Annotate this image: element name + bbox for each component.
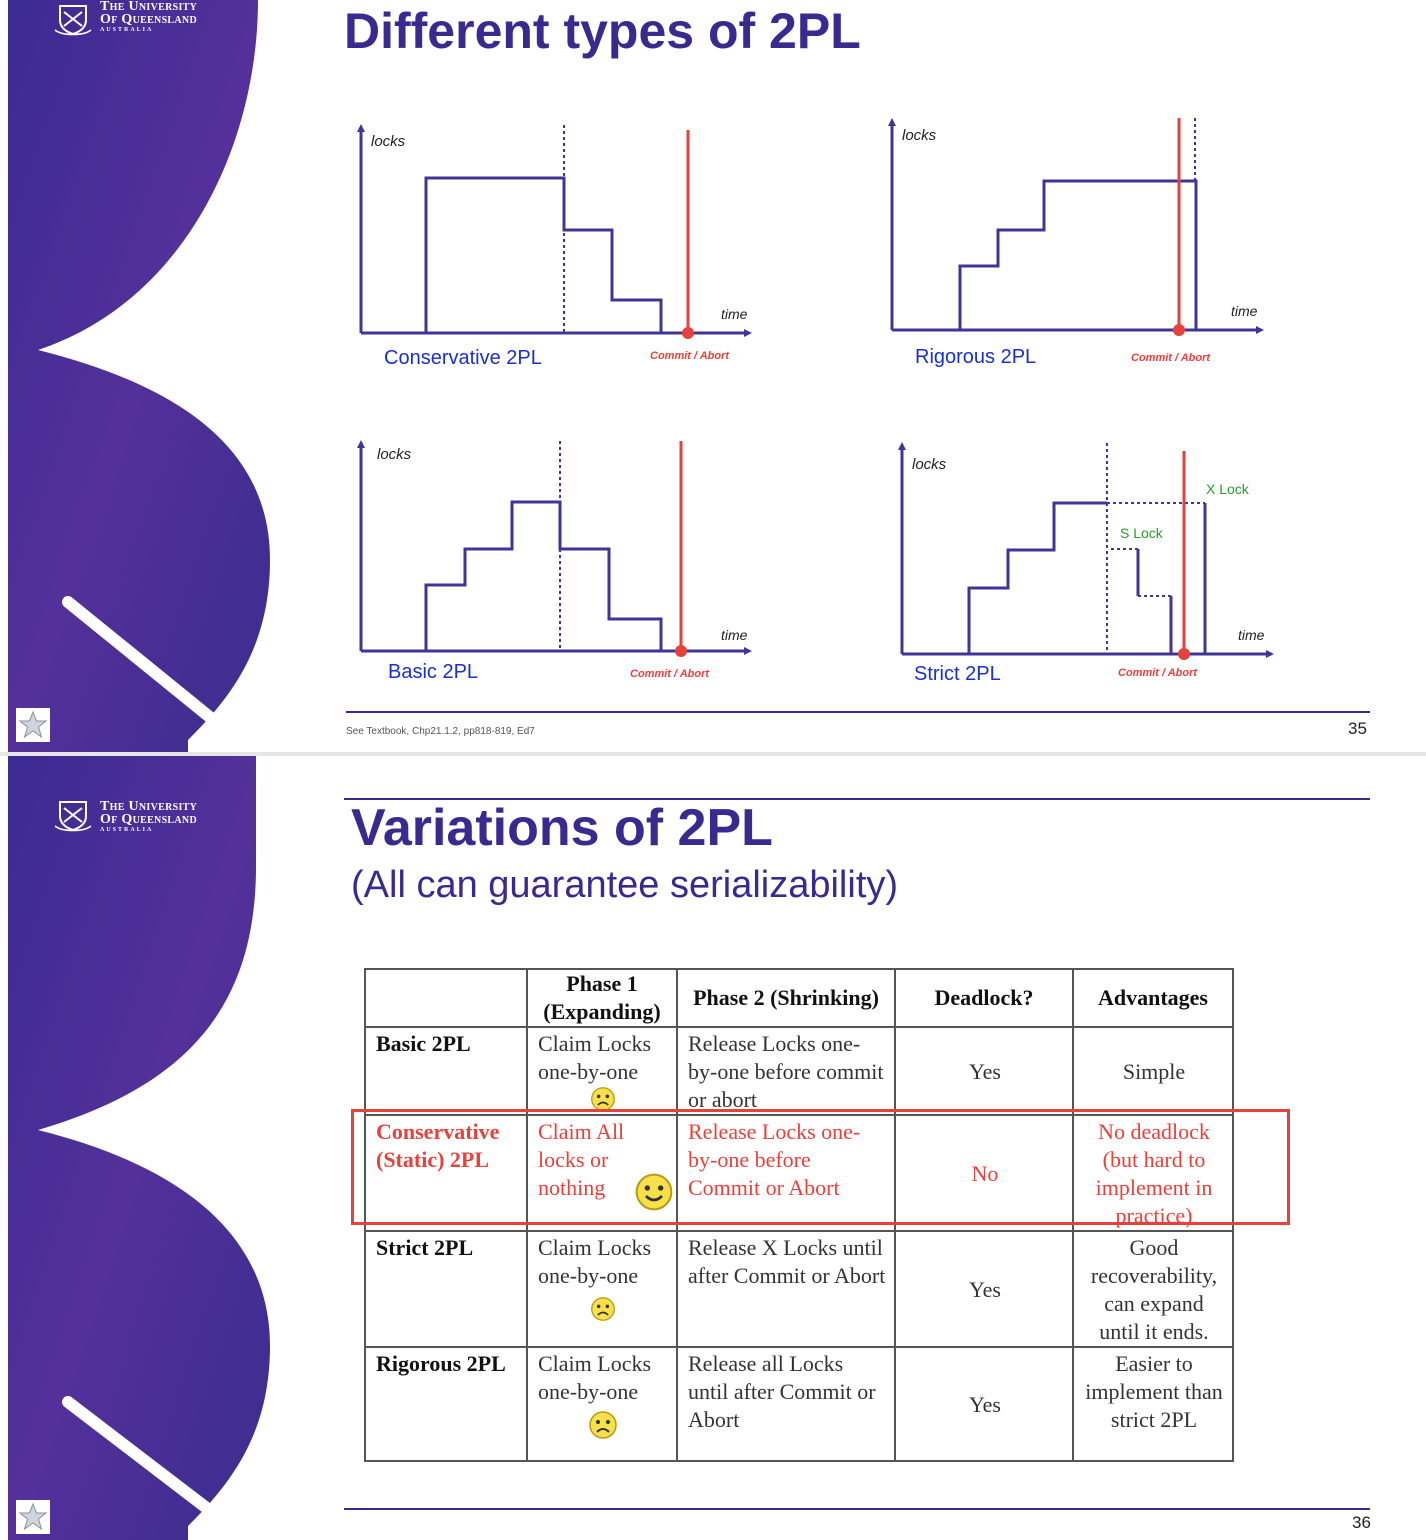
star-icon	[16, 708, 50, 742]
slide-36: The University Of Queensland AUSTRALIA V…	[8, 756, 1422, 1540]
commit-label: Commit / Abort	[630, 668, 710, 680]
logo-line3: AUSTRALIA	[100, 827, 154, 833]
table-row: Conservative (Static) 2PL Claim All lock…	[364, 1114, 1234, 1232]
commit-point	[675, 645, 687, 657]
commit-label: Commit / Abort	[1118, 667, 1198, 679]
y-axis-label: locks	[377, 446, 412, 463]
row-phase1: Claim Locks one-by-one	[526, 1026, 678, 1116]
chart-strict: locks time Strict 2PL Commit / Abort X L…	[898, 442, 1274, 685]
chart-rigorous: locks time Rigorous 2PL Commit / Abort	[888, 118, 1264, 368]
phase1-text: Claim Locks one-by-one	[538, 1351, 652, 1404]
row-advantages: Simple	[1072, 1026, 1234, 1116]
x-axis-label: time	[721, 306, 748, 322]
header-deadlock: Deadlock?	[894, 968, 1074, 1028]
logo-line3: AUSTRALIA	[100, 27, 154, 33]
row-phase1: Claim Locks one-by-one	[526, 1230, 678, 1348]
phase1-text: Claim All locks or nothing	[538, 1119, 625, 1200]
row-phase2: Release Locks one-by-one before Commit o…	[676, 1114, 896, 1232]
header-empty	[364, 968, 528, 1028]
row-phase2: Release all Locks until after Commit or …	[676, 1346, 896, 1462]
lock-curve	[958, 179, 1198, 330]
lock-charts: locks time Conservative 2PL Commit / Abo…	[357, 118, 1274, 685]
lock-curve	[967, 501, 1107, 654]
y-axis-label: locks	[371, 133, 406, 150]
page-title: Variations of 2PL	[351, 799, 773, 857]
header-advantages: Advantages	[1072, 968, 1234, 1028]
footer-rule	[344, 1508, 1370, 1510]
logo-line2: Of Queensland	[100, 12, 197, 27]
footnote: See Textbook, Chp21.1.2, pp818-819, Ed7	[346, 726, 535, 737]
row-deadlock: Yes	[894, 1230, 1074, 1348]
table-header-row: Phase 1 (Expanding) Phase 2 (Shrinking) …	[364, 968, 1234, 1028]
sad-face-icon	[591, 1297, 615, 1321]
commit-point	[1178, 648, 1190, 660]
row-name: Strict 2PL	[364, 1230, 528, 1348]
phase1-text: Claim Locks one-by-one	[538, 1235, 652, 1288]
row-name: Rigorous 2PL	[364, 1346, 528, 1462]
logo-line1: The University	[100, 799, 198, 814]
uq-crest-icon	[54, 801, 92, 832]
commit-point	[1173, 324, 1185, 336]
chart-conservative: locks time Conservative 2PL Commit / Abo…	[357, 124, 752, 369]
sad-face-icon	[589, 1411, 617, 1439]
chart-basic: locks time Basic 2PL Commit / Abort	[357, 440, 752, 683]
row-name: Conservative (Static) 2PL	[364, 1114, 528, 1232]
variations-table: Phase 1 (Expanding) Phase 2 (Shrinking) …	[364, 968, 1234, 1462]
page-number: 36	[1352, 1513, 1371, 1532]
row-name: Basic 2PL	[364, 1026, 528, 1116]
row-phase1: Claim All locks or nothing	[526, 1114, 678, 1232]
uq-logo: The University Of Queensland AUSTRALIA	[54, 798, 234, 838]
row-deadlock: Yes	[894, 1346, 1074, 1462]
chart-label: Rigorous 2PL	[915, 346, 1036, 368]
uq-crest-icon	[54, 5, 92, 36]
page-subtitle: (All can guarantee serializability)	[351, 864, 899, 906]
row-phase2: Release X Locks until after Commit or Ab…	[676, 1230, 896, 1348]
logo-line1: The University	[100, 0, 198, 14]
row-phase2: Release Locks one-by-one before commit o…	[676, 1026, 896, 1116]
phase1-text: Claim Locks one-by-one	[538, 1031, 652, 1084]
purple-band	[8, 756, 270, 1540]
footer-rule	[346, 711, 1370, 713]
lock-curve	[424, 500, 663, 651]
commit-point	[682, 327, 694, 339]
purple-band	[8, 0, 270, 752]
slide-35: The University Of Queensland AUSTRALIA D…	[8, 0, 1422, 752]
table-row: Basic 2PL Claim Locks one-by-one Release…	[364, 1026, 1234, 1116]
y-axis-label: locks	[902, 127, 937, 144]
x-axis-label: time	[1231, 303, 1258, 319]
chart-label: Conservative 2PL	[384, 347, 542, 369]
header-rule	[344, 798, 1370, 800]
star-icon	[16, 1500, 50, 1534]
row-deadlock: No	[894, 1114, 1074, 1232]
row-advantages: No deadlock (but hard to implement in pr…	[1072, 1114, 1234, 1232]
header-phase1: Phase 1 (Expanding)	[526, 968, 678, 1028]
page-title: Different types of 2PL	[344, 3, 861, 59]
row-advantages: Good recoverability, can expand until it…	[1072, 1230, 1234, 1348]
sad-face-icon	[591, 1087, 615, 1111]
commit-label: Commit / Abort	[650, 350, 730, 362]
commit-label: Commit / Abort	[1131, 352, 1211, 364]
table-row: Rigorous 2PL Claim Locks one-by-one Rele…	[364, 1346, 1234, 1462]
row-advantages: Easier to implement than strict 2PL	[1072, 1346, 1234, 1462]
lock-curve	[424, 176, 663, 333]
uq-logo: The University Of Queensland AUSTRALIA	[54, 0, 234, 42]
row-phase1: Claim Locks one-by-one	[526, 1346, 678, 1462]
slide-separator	[0, 752, 1426, 756]
y-axis-label: locks	[912, 456, 947, 473]
header-phase2: Phase 2 (Shrinking)	[676, 968, 896, 1028]
table-row: Strict 2PL Claim Locks one-by-one Releas…	[364, 1230, 1234, 1348]
s-lock-label: S Lock	[1120, 525, 1164, 541]
chart-label: Basic 2PL	[388, 661, 478, 683]
happy-face-icon	[635, 1173, 673, 1211]
chart-label: Strict 2PL	[914, 663, 1001, 685]
x-lock-label: X Lock	[1206, 481, 1250, 497]
row-deadlock: Yes	[894, 1026, 1074, 1116]
x-axis-label: time	[721, 627, 748, 643]
x-axis-label: time	[1238, 627, 1265, 643]
logo-line2: Of Queensland	[100, 812, 197, 827]
page-number: 35	[1348, 719, 1367, 738]
